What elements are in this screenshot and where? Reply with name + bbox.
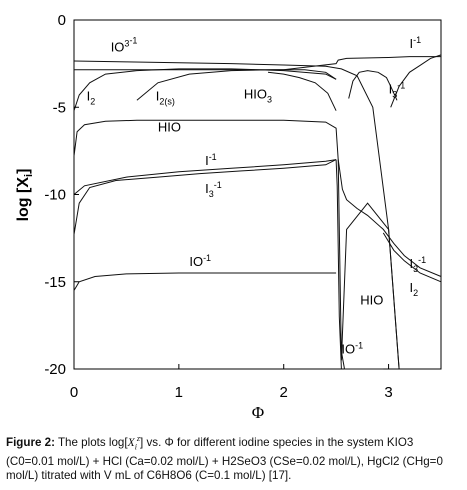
series-line-9 bbox=[73, 159, 337, 235]
caption-text-after: ] vs. Φ for different iodine species in … bbox=[6, 435, 443, 483]
caption-text-before: The plots log[ bbox=[54, 435, 128, 449]
y-axis-title-sub: i bbox=[23, 174, 35, 177]
curve-label-5: I3-1 bbox=[389, 80, 406, 99]
curve-label-0: IO3-1 bbox=[111, 35, 138, 54]
plot-frame bbox=[73, 19, 442, 370]
curve-label-12: HIO bbox=[360, 292, 383, 307]
series-line-5 bbox=[348, 70, 398, 101]
caption-figure-label: Figure 2: bbox=[6, 435, 55, 449]
plot-area bbox=[73, 19, 442, 370]
x-tick-label: 1 bbox=[175, 384, 183, 401]
curve-label-9: IO-1 bbox=[189, 253, 211, 269]
y-tick-label: 0 bbox=[58, 12, 66, 29]
curve-label-10: I3-1 bbox=[410, 255, 427, 274]
series-line-7 bbox=[73, 119, 400, 370]
curve-label-6: HIO bbox=[158, 120, 181, 135]
y-axis-title-close: ] bbox=[15, 169, 32, 174]
curve-label-4: I-1 bbox=[410, 35, 422, 51]
x-tick-label: 0 bbox=[70, 384, 78, 401]
y-tick-label: -10 bbox=[44, 187, 66, 204]
curve-labels: IO3-1 I2 I2(s) HIO3 I-1 I3-1 HIO I-1 I3-1 IO-1 I3-… bbox=[87, 35, 427, 356]
series-line-14 bbox=[340, 351, 384, 370]
series-line-3 bbox=[136, 69, 337, 101]
series-line-12 bbox=[337, 159, 442, 277]
chart: 0 1 2 3 0 -5 -10 -15 -20 IO3-1 I2 I2(s) HIO3 I-1 I3-… bbox=[15, 12, 442, 422]
series-line-4 bbox=[267, 71, 337, 111]
series-line-8 bbox=[73, 159, 337, 195]
caption-symbol: Xiz bbox=[127, 434, 141, 452]
y-tick-label: -5 bbox=[53, 99, 66, 116]
y-axis-title: log [Xi] bbox=[15, 169, 35, 222]
curve-label-8: I3-1 bbox=[205, 180, 222, 199]
y-tick-label: -20 bbox=[44, 361, 66, 378]
curve-label-7: I-1 bbox=[205, 152, 217, 168]
curves bbox=[73, 54, 442, 370]
series-line-0 bbox=[73, 60, 400, 370]
y-axis-title-main: log [X bbox=[15, 177, 32, 222]
series-line-11 bbox=[335, 159, 342, 370]
series-line-13 bbox=[382, 232, 442, 283]
series-line-1 bbox=[74, 56, 441, 71]
series-line-6 bbox=[390, 54, 442, 108]
y-axis-ticks: 0 -5 -10 -15 -20 bbox=[44, 12, 79, 378]
curve-label-3: HIO3 bbox=[244, 87, 272, 105]
curve-label-11: I2 bbox=[410, 280, 419, 298]
curve-label-1: I2 bbox=[87, 88, 96, 106]
x-tick-label: 3 bbox=[384, 384, 392, 401]
curve-label-2: I2(s) bbox=[156, 88, 175, 106]
figure-caption: Figure 2: The plots log[Xiz] vs. Φ for d… bbox=[6, 432, 462, 484]
x-axis-title: Φ bbox=[252, 403, 264, 422]
x-axis-ticks: 0 1 2 3 bbox=[70, 364, 393, 401]
curve-label-13: IO-1 bbox=[341, 340, 363, 356]
series-line-2 bbox=[73, 68, 337, 111]
series-line-10 bbox=[73, 272, 337, 291]
x-tick-label: 2 bbox=[280, 384, 288, 401]
y-tick-label: -15 bbox=[44, 274, 66, 291]
